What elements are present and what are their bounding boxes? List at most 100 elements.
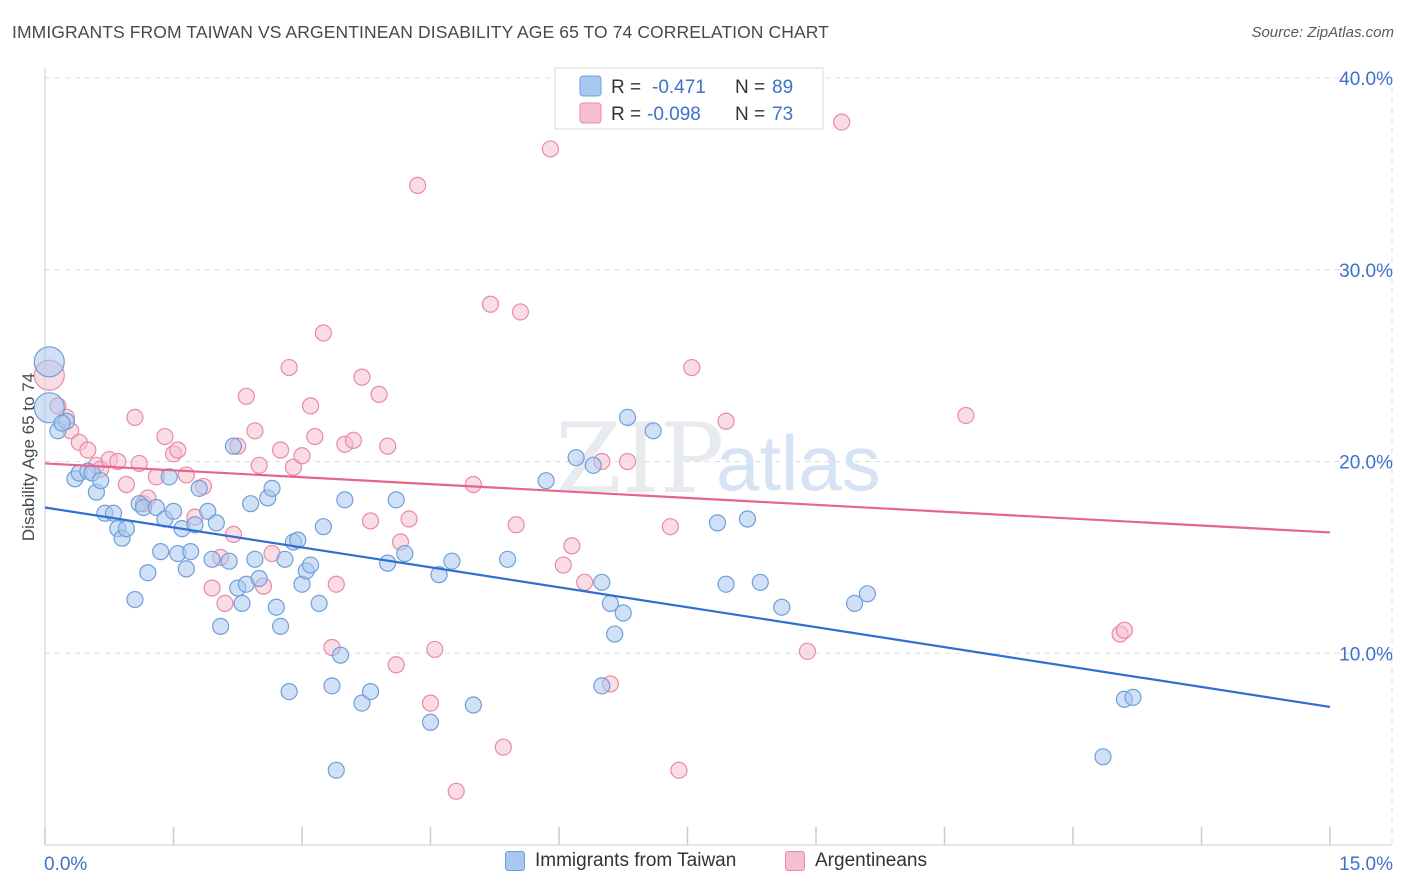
point-argentineans xyxy=(117,475,135,494)
point-taiwan xyxy=(361,682,380,701)
point-taiwan xyxy=(751,573,769,591)
legend-r-label-pink: R = xyxy=(611,104,641,125)
point-taiwan xyxy=(33,392,65,424)
series-legend-taiwan: Immigrants from Taiwan xyxy=(505,850,736,872)
x-tick-label-min: 0.0% xyxy=(44,854,87,875)
point-argentineans xyxy=(507,516,525,534)
point-taiwan xyxy=(289,531,307,549)
point-argentineans xyxy=(387,656,405,674)
point-argentineans xyxy=(957,406,975,425)
point-taiwan xyxy=(323,677,341,695)
y-tick-label: 10.0% xyxy=(1339,644,1393,665)
point-taiwan xyxy=(618,408,637,426)
x-tick-label-max: 15.0% xyxy=(1339,854,1393,875)
point-argentineans xyxy=(683,358,701,377)
point-argentineans xyxy=(224,525,243,543)
point-argentineans xyxy=(327,575,345,593)
point-argentineans xyxy=(216,594,234,612)
point-taiwan xyxy=(242,495,260,513)
point-taiwan xyxy=(117,520,135,538)
point-taiwan xyxy=(606,625,624,643)
point-taiwan xyxy=(126,590,144,609)
point-taiwan xyxy=(499,550,517,568)
point-taiwan xyxy=(199,502,217,520)
point-taiwan xyxy=(182,543,200,561)
point-argentineans xyxy=(426,640,444,659)
point-taiwan xyxy=(212,617,230,636)
point-taiwan xyxy=(301,556,320,574)
series-legend: Immigrants from Taiwan Argentineans xyxy=(0,850,1406,878)
legend-swatch-pink xyxy=(579,102,602,124)
point-taiwan xyxy=(738,510,757,528)
point-argentineans xyxy=(1115,621,1134,639)
point-argentineans xyxy=(314,324,333,342)
point-taiwan xyxy=(387,491,405,509)
legend-swatch-blue xyxy=(579,75,602,97)
point-taiwan xyxy=(331,646,350,664)
point-taiwan xyxy=(858,585,877,603)
point-argentineans xyxy=(670,761,688,779)
legend-n-label-blue: N = xyxy=(735,77,765,98)
y-tick-label: 20.0% xyxy=(1339,453,1393,474)
point-argentineans xyxy=(541,140,560,158)
point-argentineans xyxy=(156,427,174,446)
point-taiwan xyxy=(717,575,735,593)
point-taiwan xyxy=(567,449,585,467)
point-taiwan xyxy=(379,554,397,572)
point-taiwan xyxy=(773,598,791,616)
point-argentineans xyxy=(301,397,320,415)
trendline-taiwan xyxy=(44,506,1331,709)
point-argentineans xyxy=(379,437,397,455)
point-argentineans xyxy=(447,782,465,800)
y-axis-label: Disability Age 65 to 74 xyxy=(19,373,38,541)
point-argentineans xyxy=(421,694,440,712)
point-taiwan xyxy=(276,550,294,568)
point-taiwan xyxy=(314,518,333,536)
point-argentineans xyxy=(344,431,362,450)
point-taiwan xyxy=(443,552,461,570)
point-argentineans xyxy=(177,466,195,484)
trendline-argentineans xyxy=(44,462,1331,534)
point-argentineans xyxy=(246,422,264,440)
point-argentineans xyxy=(563,537,581,555)
watermark-atlas: atlas xyxy=(716,419,881,507)
point-argentineans xyxy=(511,303,530,321)
point-taiwan xyxy=(537,472,555,490)
point-argentineans xyxy=(250,456,268,474)
point-taiwan xyxy=(203,550,221,568)
point-argentineans xyxy=(79,441,97,459)
point-taiwan xyxy=(280,682,298,701)
point-argentineans xyxy=(400,510,418,528)
y-tick-label: 40.0% xyxy=(1339,69,1393,90)
point-argentineans xyxy=(481,295,500,313)
point-taiwan xyxy=(584,456,602,474)
series-name-argentineans: Argentineans xyxy=(815,850,927,871)
legend-n-value-blue: 89 xyxy=(772,77,793,98)
point-taiwan xyxy=(327,761,345,779)
point-argentineans xyxy=(833,113,851,131)
point-taiwan xyxy=(177,560,195,578)
legend-r-label-blue: R = xyxy=(611,77,641,98)
point-argentineans xyxy=(353,368,371,386)
point-argentineans xyxy=(798,642,817,660)
point-taiwan xyxy=(220,552,238,570)
point-taiwan xyxy=(271,617,290,636)
point-argentineans xyxy=(661,518,679,536)
point-taiwan xyxy=(593,573,611,591)
point-argentineans xyxy=(554,556,572,574)
point-taiwan xyxy=(430,566,448,584)
point-taiwan xyxy=(207,514,225,532)
point-argentineans xyxy=(284,458,303,476)
point-taiwan xyxy=(250,569,268,588)
point-argentineans xyxy=(464,475,482,494)
series-swatch-argentineans xyxy=(785,851,805,871)
point-taiwan xyxy=(708,514,727,532)
legend: R = -0.471 N = 89 R = -0.098 N = 73 xyxy=(554,67,824,130)
point-taiwan xyxy=(644,422,662,440)
point-taiwan xyxy=(160,468,178,486)
chart-title: IMMIGRANTS FROM TAIWAN VS ARGENTINEAN DI… xyxy=(12,22,829,42)
series-name-taiwan: Immigrants from Taiwan xyxy=(535,850,737,871)
point-taiwan xyxy=(267,598,285,616)
point-taiwan xyxy=(421,713,440,731)
